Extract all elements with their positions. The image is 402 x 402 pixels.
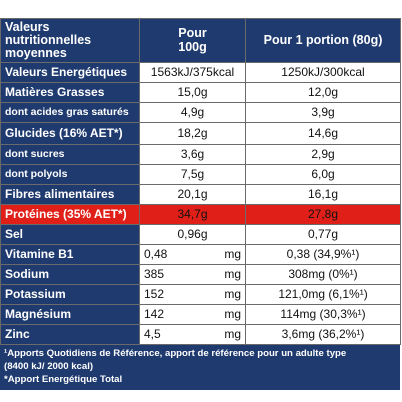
table-row: Fibres alimentaires 20,1g 16,1g [0, 184, 401, 205]
value-per-100g: 3,6g [139, 144, 246, 165]
value-per-portion: 114mg (30,3%¹) [245, 304, 401, 325]
row-label: Zinc [0, 324, 140, 345]
value-unit: mg [224, 287, 241, 302]
value-per-portion: 1250kJ/300kcal [245, 62, 401, 83]
value-per-100g: 20,1g [139, 184, 246, 205]
footnote-aet: *Apport Energétique Total [4, 373, 123, 385]
header-nutrition-values: Valeurs nutritionnelles moyennes [0, 18, 140, 63]
row-label: Potassium [0, 284, 140, 305]
value-per-100g: 1563kJ/375kcal [139, 62, 246, 83]
table-row: Glucides (16% AET*) 18,2g 14,6g [0, 122, 401, 145]
value-per-portion: 27,8g [245, 204, 401, 225]
header-per-portion: Pour 1 portion (80g) [245, 18, 401, 63]
value-per-portion: 121,0mg (6,1%¹) [245, 284, 401, 305]
value-per-portion: 2,9g [245, 144, 401, 165]
value-unit: mg [224, 327, 241, 342]
footnote-reference-intake: ¹Apports Quotidiens de Référence, apport… [4, 348, 347, 359]
table-row: Matières Grasses 15,0g 12,0g [0, 82, 401, 103]
value-per-portion: 308mg (0%¹) [245, 264, 401, 285]
value-per-portion: 12,0g [245, 82, 401, 103]
table-row: Sodium 385 mg 308mg (0%¹) [0, 264, 401, 285]
value-per-portion: 3,9g [245, 102, 401, 123]
table-row: Zinc 4,5 mg 3,6mg (36,2%¹) [0, 324, 401, 345]
value-per-portion: 6,0g [245, 164, 401, 185]
row-label: dont sucres [0, 144, 140, 165]
value-number: 142 [144, 307, 165, 322]
row-label: Magnésium [0, 304, 140, 325]
row-label: Glucides (16% AET*) [0, 122, 140, 145]
row-label: dont polyols [0, 164, 140, 185]
table-row: Potassium 152 mg 121,0mg (6,1%¹) [0, 284, 401, 305]
row-label: Matières Grasses [0, 82, 140, 103]
value-per-100g: 152 mg [139, 284, 246, 305]
row-label: Vitamine B1 [0, 244, 140, 265]
table-row: Sel 0,96g 0,77g [0, 224, 401, 245]
table-row: Protéines (35% AET*) 34,7g 27,8g [0, 204, 401, 225]
value-per-100g: 34,7g [139, 204, 246, 225]
table-row: dont acides gras saturés 4,9g 3,9g [0, 102, 401, 123]
header-title-line-1: Valeurs nutritionnelles [5, 19, 92, 47]
value-number: 0,48 [144, 247, 168, 262]
value-unit: mg [224, 247, 241, 262]
value-per-portion: 0,77g [245, 224, 401, 245]
value-per-100g: 7,5g [139, 164, 246, 185]
header-per-line-2: 100g [178, 39, 207, 54]
value-unit: mg [224, 307, 241, 322]
value-per-100g: 18,2g [139, 122, 246, 145]
value-number: 385 [144, 267, 165, 282]
table-row: Vitamine B1 0,48 mg 0,38 (34,9%¹) [0, 244, 401, 265]
value-per-portion: 16,1g [245, 184, 401, 205]
row-label: Fibres alimentaires [0, 184, 140, 205]
value-per-100g: 4,5 mg [139, 324, 246, 345]
table-row: dont polyols 7,5g 6,0g [0, 164, 401, 185]
value-unit: mg [224, 267, 241, 282]
row-label: Protéines (35% AET*) [0, 204, 140, 225]
value-per-100g: 385 mg [139, 264, 246, 285]
nutrition-table-container: Valeurs nutritionnelles moyennes Pour 10… [0, 18, 401, 390]
header-per-line-1: Pour [178, 26, 207, 41]
table-row: Magnésium 142 mg 114mg (30,3%¹) [0, 304, 401, 325]
row-label: Sodium [0, 264, 140, 285]
footnote-energy-reference: (8400 kJ/ 2000 kcal) [4, 360, 94, 372]
row-label: Sel [0, 224, 140, 245]
value-per-portion: 14,6g [245, 122, 401, 145]
value-per-100g: 15,0g [139, 82, 246, 103]
table-row: Valeurs Energétiques 1563kJ/375kcal 1250kJ… [0, 62, 401, 83]
value-number: 4,5 [144, 327, 161, 342]
row-label: Valeurs Energétiques [0, 62, 140, 83]
header-per-100g: Pour 100g [139, 18, 246, 63]
nutrition-table: Valeurs nutritionnelles moyennes Pour 10… [0, 18, 401, 345]
header-title-line-2: moyennes [5, 46, 67, 61]
value-number: 152 [144, 287, 165, 302]
table-row: dont sucres 3,6g 2,9g [0, 144, 401, 165]
value-per-100g: 0,96g [139, 224, 246, 245]
value-per-100g: 0,48 mg [139, 244, 246, 265]
value-per-100g: 142 mg [139, 304, 246, 325]
table-header-row: Valeurs nutritionnelles moyennes Pour 10… [0, 18, 401, 63]
row-label: dont acides gras saturés [0, 102, 140, 123]
footnotes: ¹Apports Quotidiens de Référence, apport… [0, 345, 400, 390]
table-body: Valeurs Energétiques 1563kJ/375kcal 1250kJ… [0, 62, 401, 345]
value-per-100g: 4,9g [139, 102, 246, 123]
value-per-portion: 3,6mg (36,2%¹) [245, 324, 401, 345]
value-per-portion: 0,38 (34,9%¹) [245, 244, 401, 265]
